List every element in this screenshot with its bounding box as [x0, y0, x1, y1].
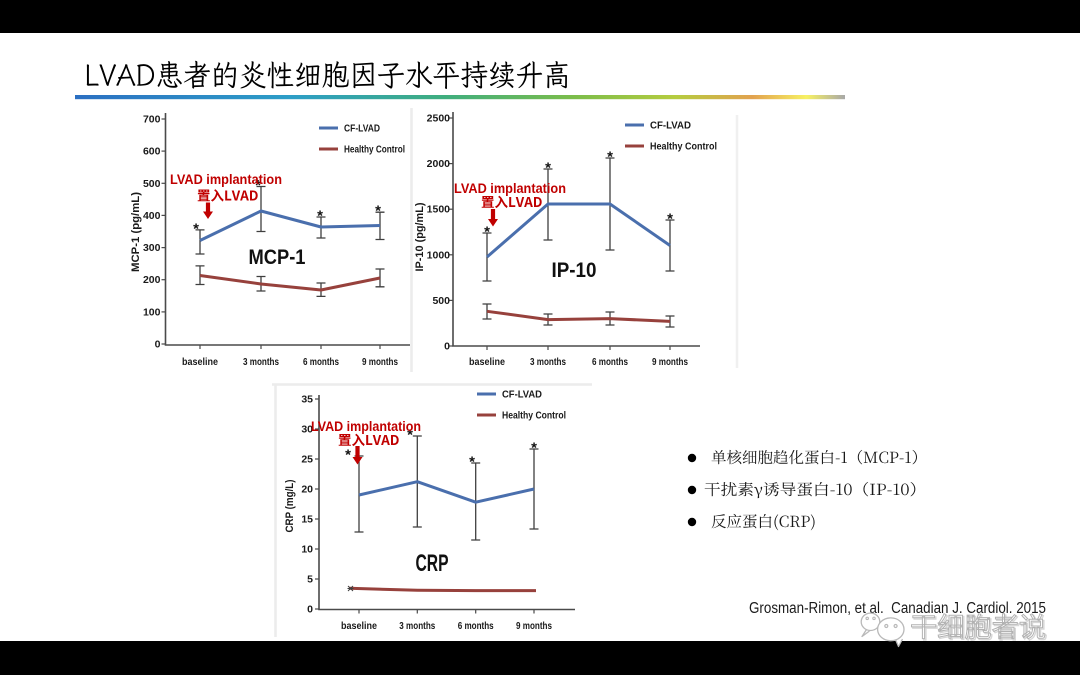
svg-text:baseline: baseline: [341, 620, 377, 632]
svg-text:3 months: 3 months: [243, 356, 279, 368]
svg-text:baseline: baseline: [182, 356, 218, 368]
svg-text:6 months: 6 months: [592, 356, 628, 368]
svg-text:30: 30: [301, 424, 313, 436]
svg-text:1500: 1500: [427, 204, 451, 216]
svg-text:200: 200: [143, 274, 161, 286]
svg-text:1000: 1000: [427, 249, 451, 261]
svg-text:CRP (mg/L): CRP (mg/L): [284, 479, 296, 532]
svg-text:Healthy Control: Healthy Control: [502, 410, 566, 422]
svg-text:LVAD implantation: LVAD implantation: [311, 418, 421, 434]
svg-text:Healthy Control: Healthy Control: [344, 144, 405, 156]
svg-text:9 months: 9 months: [362, 356, 398, 368]
svg-text:*: *: [193, 220, 199, 237]
svg-text:IP-10 (pg/mL): IP-10 (pg/mL): [414, 202, 426, 271]
svg-text:MCP-1 (pg/mL): MCP-1 (pg/mL): [130, 192, 142, 272]
svg-text:600: 600: [143, 146, 161, 158]
svg-text:*: *: [469, 454, 475, 471]
svg-text:CF-LVAD: CF-LVAD: [502, 389, 542, 401]
svg-text:0: 0: [155, 339, 161, 351]
svg-text:300: 300: [143, 242, 161, 254]
svg-text:25: 25: [301, 454, 313, 466]
svg-text:*: *: [545, 160, 551, 177]
svg-text:3 months: 3 months: [399, 620, 435, 632]
svg-text:35: 35: [301, 394, 313, 406]
svg-text:Grosman-Rimon, et al. Canadia: Grosman-Rimon, et al. Canadian J. Cardio…: [749, 600, 1046, 617]
svg-text:CF-LVAD: CF-LVAD: [650, 120, 691, 132]
svg-text:*: *: [255, 177, 261, 194]
svg-text:500: 500: [432, 295, 450, 307]
svg-text:0: 0: [444, 341, 450, 353]
svg-text:6 months: 6 months: [303, 356, 339, 368]
svg-text:IP-10: IP-10: [552, 259, 597, 282]
svg-text:15: 15: [301, 514, 313, 526]
svg-text:LVAD implantation: LVAD implantation: [170, 171, 282, 187]
svg-text:*: *: [667, 211, 673, 228]
svg-text:0: 0: [307, 604, 313, 616]
svg-text:*: *: [375, 203, 381, 220]
svg-text:LVAD implantation: LVAD implantation: [454, 180, 566, 196]
svg-text:9 months: 9 months: [516, 620, 552, 632]
svg-text:*: *: [484, 224, 490, 241]
svg-text:*: *: [345, 447, 351, 464]
svg-text:CF-LVAD: CF-LVAD: [344, 123, 380, 135]
svg-text:*: *: [407, 427, 413, 444]
svg-text:500: 500: [143, 178, 161, 190]
svg-text:2500: 2500: [427, 113, 451, 125]
svg-text:20: 20: [301, 484, 313, 496]
svg-text:MCP-1: MCP-1: [249, 246, 306, 269]
svg-text:CRP: CRP: [416, 550, 449, 577]
svg-text:10: 10: [301, 544, 313, 556]
svg-text:400: 400: [143, 210, 161, 222]
svg-text:100: 100: [143, 306, 161, 318]
svg-text:700: 700: [143, 114, 161, 126]
svg-text:6 months: 6 months: [458, 620, 494, 632]
svg-text:baseline: baseline: [469, 356, 505, 368]
svg-text:*: *: [317, 208, 323, 225]
svg-text:*: *: [531, 440, 537, 457]
svg-text:2000: 2000: [427, 158, 451, 170]
svg-text:9 months: 9 months: [652, 356, 688, 368]
svg-text:Healthy Control: Healthy Control: [650, 141, 717, 153]
svg-text:5: 5: [307, 574, 313, 586]
svg-text:3 months: 3 months: [530, 356, 566, 368]
svg-text:*: *: [607, 149, 613, 166]
